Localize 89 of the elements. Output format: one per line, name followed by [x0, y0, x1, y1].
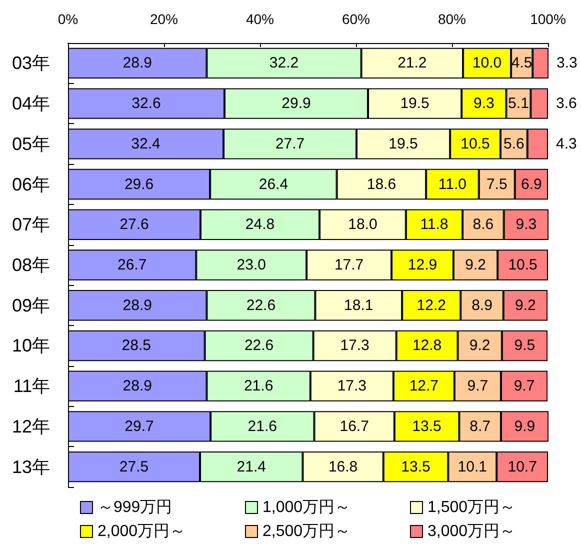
data-label: 12.2 — [416, 296, 446, 314]
data-label: 29.7 — [124, 418, 154, 435]
y-tick-label: 07年 — [12, 214, 50, 235]
data-label: 5.6 — [503, 135, 524, 152]
data-label: 27.6 — [120, 216, 149, 234]
data-label: 3.3 — [556, 54, 578, 72]
data-label: 18.1 — [344, 296, 374, 314]
y-tick-label: 11年 — [13, 376, 50, 396]
x-tick-label: 60% — [342, 11, 370, 27]
data-label: 16.7 — [340, 418, 369, 435]
data-label: 32.6 — [132, 95, 161, 112]
y-tick-label: 09年 — [12, 295, 50, 316]
data-label: 9.7 — [514, 378, 535, 395]
legend-label: 2,500万円～ — [262, 523, 351, 540]
legend-label: ～999万円 — [98, 499, 172, 516]
data-label: 9.9 — [514, 418, 536, 435]
data-label: 19.5 — [388, 135, 418, 152]
data-label: 13.5 — [412, 418, 442, 435]
data-label: 28.5 — [122, 337, 151, 354]
y-tick-label: 04年 — [12, 94, 50, 114]
data-label: 3.6 — [556, 95, 577, 112]
data-label: 9.3 — [516, 216, 537, 234]
data-label: 26.7 — [117, 256, 147, 274]
data-label: 7.5 — [486, 176, 508, 193]
data-label: 12.8 — [412, 337, 442, 354]
data-label: 9.2 — [465, 256, 486, 274]
y-tick-label: 12年 — [12, 416, 50, 436]
data-label: 12.9 — [408, 256, 438, 274]
data-label: 27.5 — [119, 458, 149, 476]
data-label: 17.7 — [334, 256, 364, 274]
data-label: 11.0 — [438, 176, 467, 193]
data-label: 9.2 — [469, 337, 490, 354]
y-tick-label: 06年 — [12, 174, 50, 194]
data-label: 28.9 — [122, 378, 152, 395]
y-tick-label: 08年 — [12, 255, 50, 275]
data-label: 21.2 — [398, 54, 427, 72]
data-label: 26.4 — [258, 176, 288, 193]
x-tick-label: 80% — [438, 11, 466, 27]
legend-label: 1,000万円～ — [262, 499, 351, 516]
x-tick-label: 0% — [58, 11, 78, 27]
data-label: 5.1 — [508, 95, 529, 112]
data-label: 8.7 — [470, 418, 491, 435]
y-tick-label: 10年 — [12, 336, 50, 356]
data-label: 6.9 — [521, 176, 542, 193]
x-tick-label: 100% — [530, 11, 566, 27]
data-label: 10.1 — [458, 458, 487, 476]
data-label: 21.4 — [236, 458, 266, 476]
legend-label: 1,500万円～ — [428, 499, 516, 516]
data-label: 32.2 — [269, 54, 299, 72]
data-label: 11.8 — [420, 216, 448, 234]
legend-label: 2,000万円～ — [98, 523, 186, 540]
data-label: 10.7 — [508, 458, 537, 476]
data-label: 10.5 — [460, 135, 490, 152]
data-label: 10.5 — [508, 256, 538, 274]
data-label: 28.9 — [122, 54, 152, 72]
y-tick-label: 13年 — [12, 456, 50, 477]
data-label: 17.3 — [337, 378, 367, 395]
data-label: 18.6 — [366, 176, 396, 193]
data-label: 8.9 — [472, 296, 492, 314]
data-label: 29.6 — [124, 176, 154, 193]
data-label: 4.3 — [556, 135, 577, 152]
data-label: 18.0 — [348, 216, 378, 234]
data-label: 32.4 — [131, 135, 160, 152]
data-label: 17.3 — [340, 337, 370, 354]
data-label: 9.2 — [515, 296, 536, 314]
data-label: 10.0 — [472, 54, 502, 72]
legend-label: 3,000万円～ — [428, 523, 516, 540]
data-label: 9.7 — [467, 378, 488, 395]
data-label: 21.6 — [244, 378, 274, 395]
data-label: 29.9 — [282, 95, 311, 112]
x-tick-label: 20% — [150, 11, 178, 27]
data-label: 28.9 — [122, 296, 152, 314]
x-tick-label: 40% — [246, 11, 274, 27]
data-label: 22.6 — [246, 296, 276, 314]
data-label: 9.3 — [473, 95, 494, 112]
y-tick-label: 03年 — [12, 53, 50, 74]
data-label: 23.0 — [236, 256, 266, 274]
data-label: 9.5 — [514, 337, 536, 354]
data-label: 8.6 — [472, 216, 494, 234]
data-label: 12.7 — [409, 378, 439, 395]
data-label: 24.8 — [245, 216, 275, 234]
data-label: 19.5 — [400, 95, 430, 112]
data-label: 4.5 — [511, 54, 532, 72]
data-label: 16.8 — [328, 458, 358, 476]
y-tick-label: 05年 — [12, 134, 50, 154]
data-label: 22.6 — [244, 337, 274, 354]
data-label: 21.6 — [248, 418, 277, 435]
data-label: 13.5 — [401, 458, 430, 476]
data-label: 27.7 — [275, 135, 305, 152]
